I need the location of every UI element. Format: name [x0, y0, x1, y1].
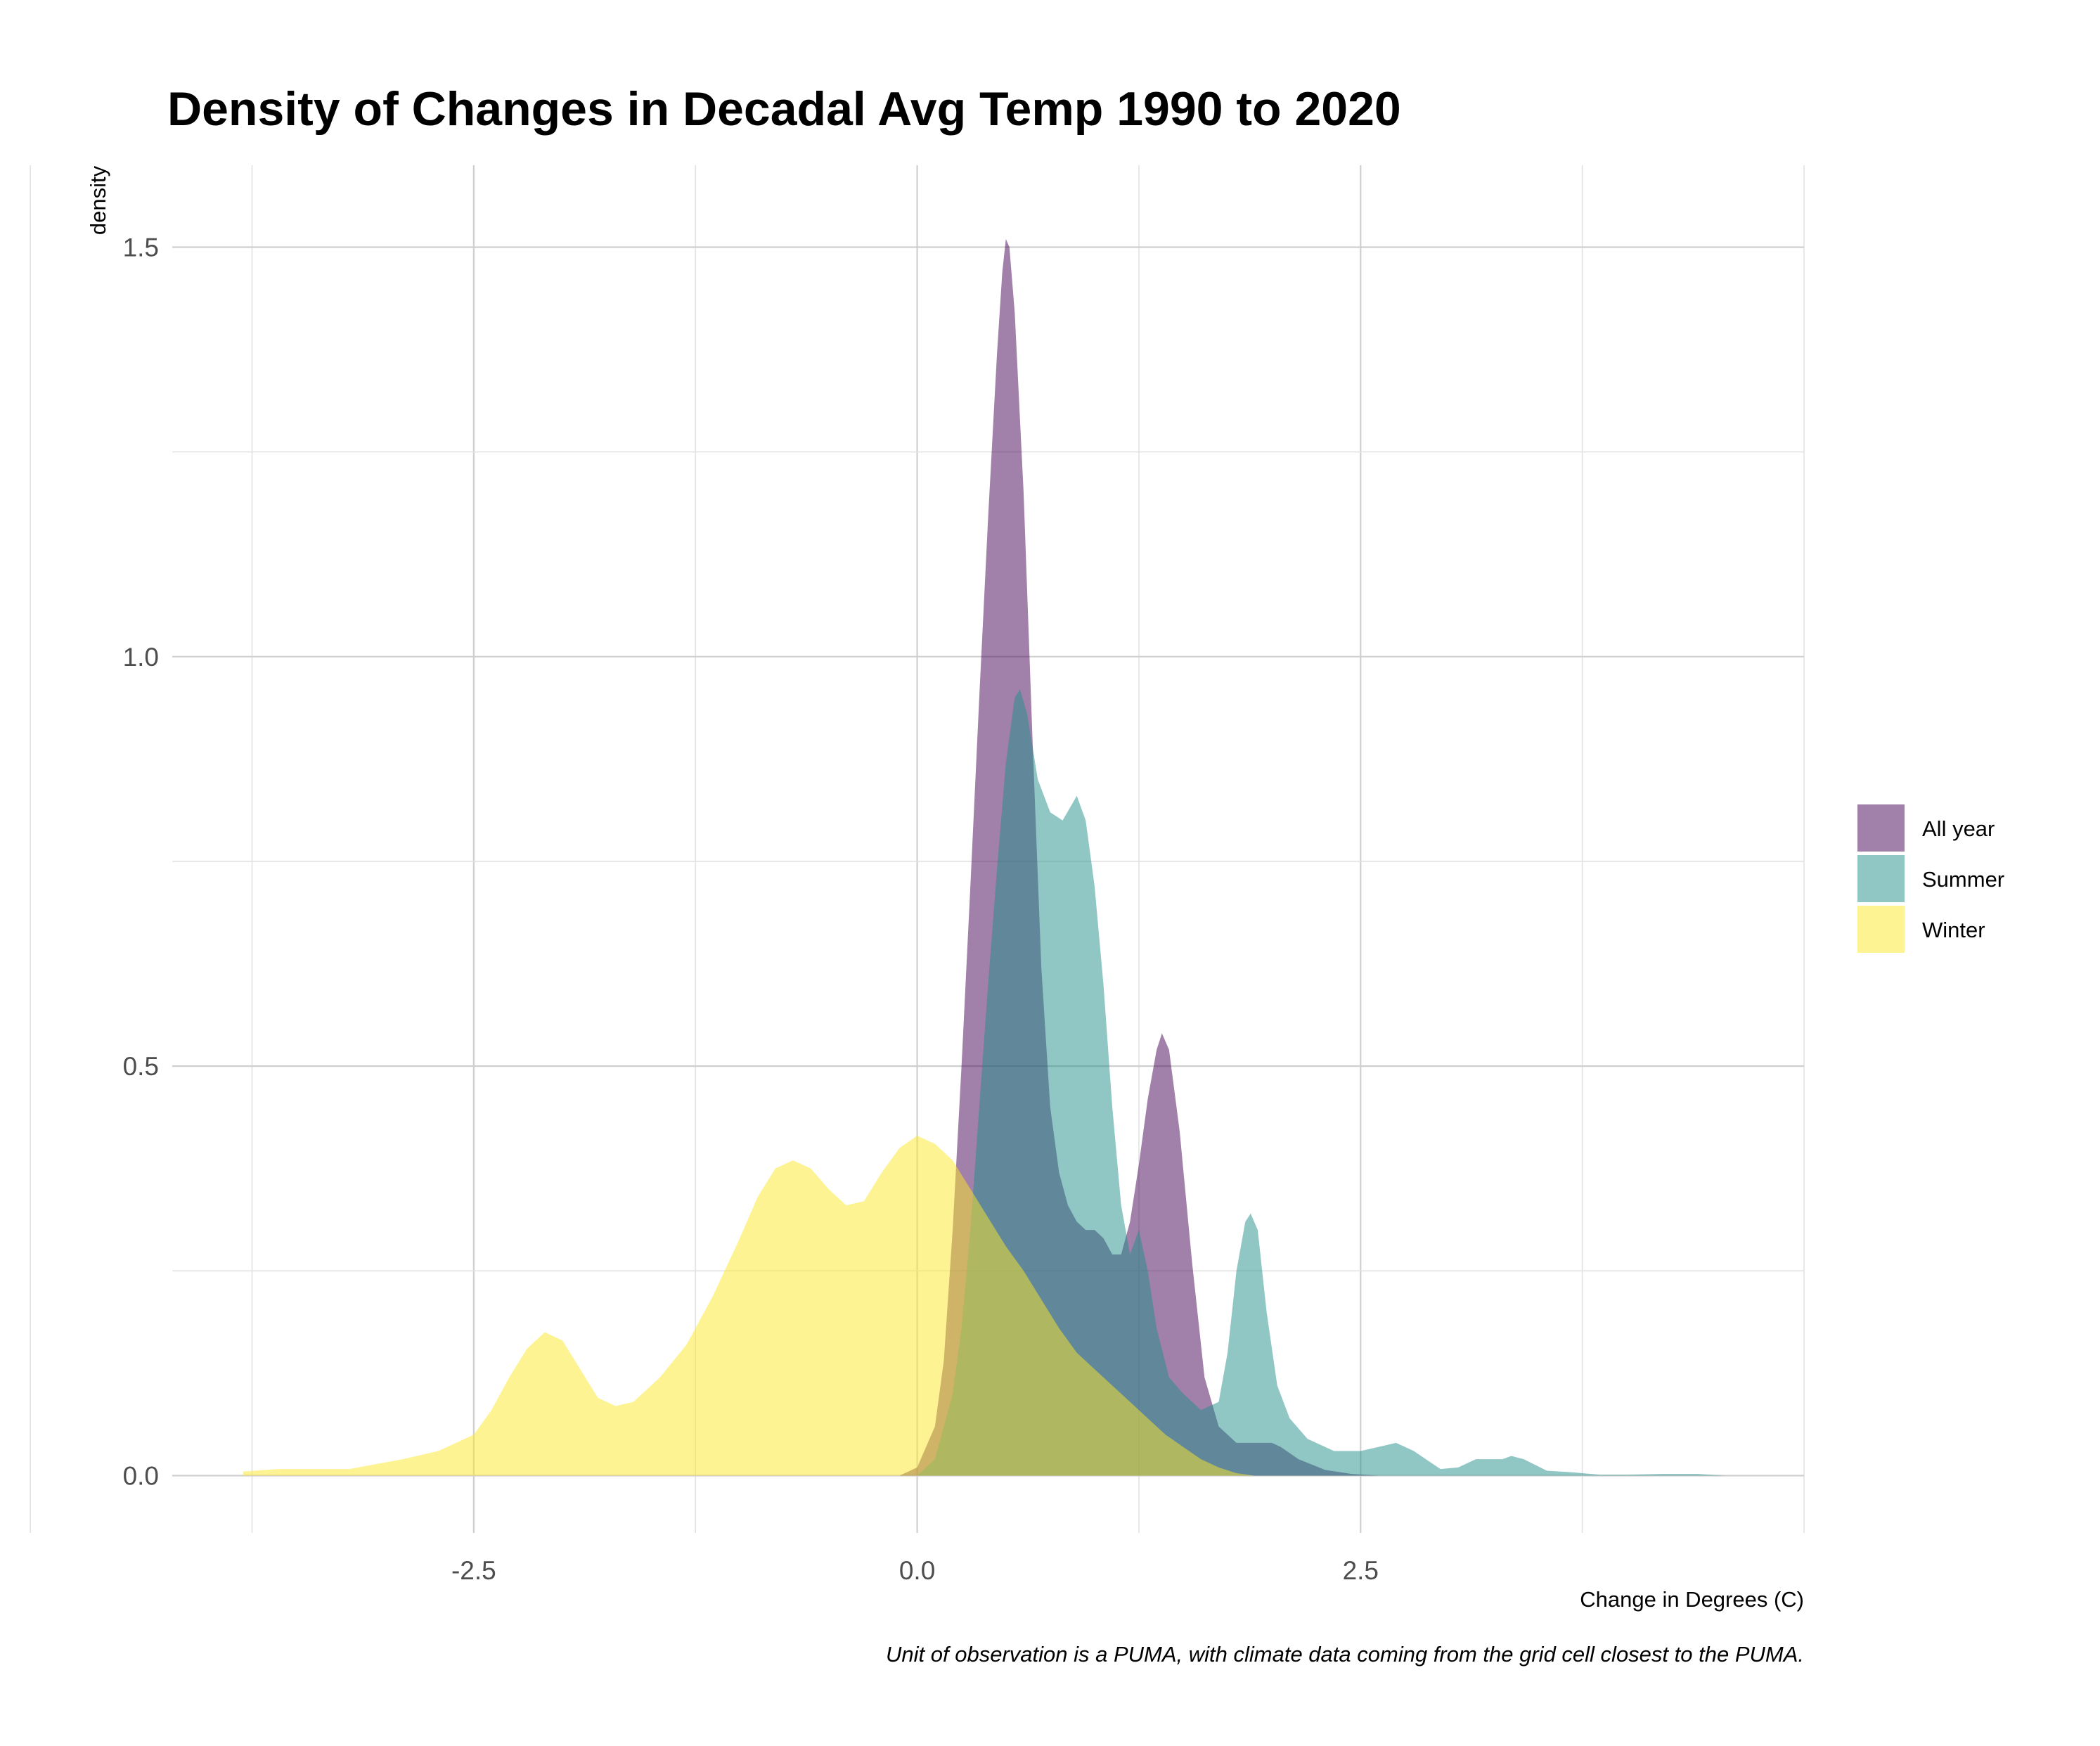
x-tick-label: 0.0 — [899, 1556, 935, 1585]
y-tick-label: 1.5 — [123, 233, 159, 262]
legend-swatch-winter — [1857, 906, 1905, 953]
x-axis-label: Change in Degrees (C) — [1580, 1587, 1804, 1612]
chart-caption: Unit of observation is a PUMA, with clim… — [886, 1642, 1804, 1667]
y-tick-label: 0.5 — [123, 1052, 159, 1081]
y-tick-label: 0.0 — [123, 1461, 159, 1490]
axis-ticks: -2.5 0.0 2.5 0.0 0.5 1.0 1.5 — [123, 233, 1379, 1585]
legend-swatch-summer — [1857, 855, 1905, 902]
y-axis-label: density — [86, 165, 110, 235]
density-areas — [243, 238, 1725, 1476]
legend: All year Summer Winter — [1857, 804, 2004, 953]
legend-label-all-year: All year — [1922, 816, 1995, 841]
chart-title: Density of Changes in Decadal Avg Temp 1… — [167, 82, 1401, 136]
x-tick-label: 2.5 — [1343, 1556, 1379, 1585]
legend-label-winter: Winter — [1922, 918, 1985, 942]
legend-label-summer: Summer — [1922, 867, 2004, 892]
legend-swatch-all-year — [1857, 804, 1905, 852]
density-area-summer — [917, 689, 1725, 1476]
x-tick-label: -2.5 — [451, 1556, 496, 1585]
density-area-winter — [243, 1136, 1254, 1476]
y-tick-label: 1.0 — [123, 643, 159, 672]
